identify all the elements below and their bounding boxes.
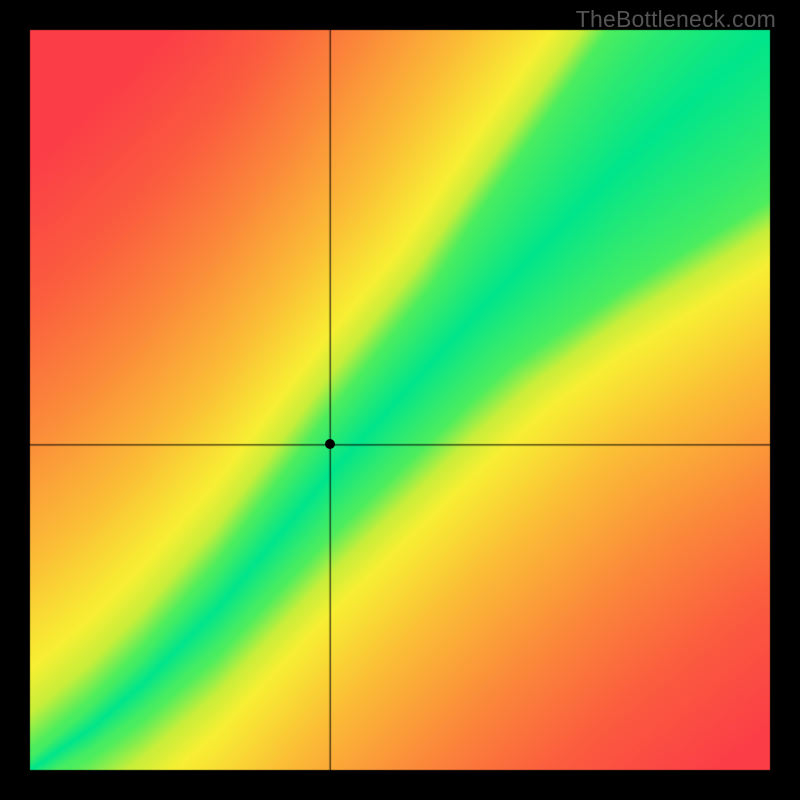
heatmap-canvas (0, 0, 800, 800)
watermark-text: TheBottleneck.com (576, 6, 776, 33)
crosshair-marker (325, 439, 335, 449)
chart-container: TheBottleneck.com (0, 0, 800, 800)
